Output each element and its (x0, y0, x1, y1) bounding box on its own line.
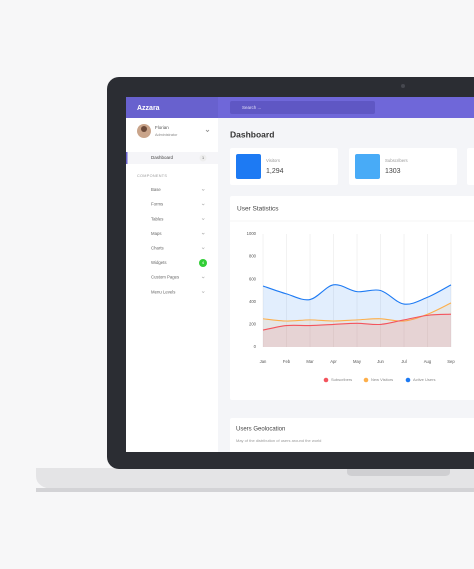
legend-label[interactable]: New Visitors (371, 377, 393, 382)
x-tick-label: Apr (330, 359, 337, 364)
series-area (263, 284, 451, 347)
geo-subtitle: May of the distribution of users around … (236, 438, 321, 443)
menu-chevron (201, 203, 205, 206)
legend-dot[interactable] (405, 377, 411, 383)
y-tick-label: 800 (249, 254, 257, 259)
x-tick-label: Sep (447, 359, 455, 364)
nav-item-bg[interactable] (126, 152, 218, 164)
menu-item[interactable]: Tables (151, 216, 163, 221)
menu-item[interactable]: Menu Levels (151, 289, 175, 294)
x-tick-label: Feb (283, 359, 291, 364)
stat-value: 1303 (385, 168, 401, 175)
stat-icon (355, 154, 380, 179)
chart-title: User Statistics (237, 206, 279, 213)
laptop-base-shadow (36, 488, 474, 492)
series-area (263, 314, 451, 347)
y-tick-label: 600 (249, 276, 257, 281)
series-area (263, 302, 451, 347)
badge-text: 1 (202, 156, 204, 160)
laptop-notch (347, 468, 450, 476)
x-tick-label: Jun (377, 359, 384, 364)
section-label: COMPONENTS (137, 174, 167, 178)
x-tick-label: Aug (424, 359, 432, 364)
x-tick-label: May (353, 359, 362, 364)
menu-chevron (201, 276, 205, 279)
y-tick-label: 400 (249, 299, 257, 304)
y-tick-label: 1000 (247, 231, 257, 236)
bezel-bottom (126, 452, 474, 468)
legend-label[interactable]: Active Users (413, 377, 435, 382)
menu-item[interactable]: Forms (151, 202, 163, 207)
user-role: Administrator (155, 133, 178, 137)
menu-chevron (201, 291, 205, 294)
menu-item[interactable]: Widgets (151, 260, 167, 265)
x-tick-label: Jan (260, 359, 267, 364)
menu-item[interactable]: Base (151, 187, 161, 192)
menu-chevron (201, 232, 205, 235)
nav-active-bar (126, 152, 128, 164)
brand-bar (126, 97, 218, 118)
search-box[interactable] (230, 101, 375, 114)
stat-icon (236, 154, 261, 179)
badge (199, 154, 207, 162)
y-tick-label: 200 (249, 322, 257, 327)
stat-value: 1,294 (266, 168, 284, 175)
badge-text: 4 (202, 260, 205, 265)
legend-label[interactable]: Subscribers (331, 377, 352, 382)
menu-chevron (201, 188, 205, 191)
stat-label: Subscribers (385, 158, 408, 163)
series-line (262, 313, 452, 331)
nav-item: Dashboard (151, 155, 174, 160)
search-placeholder: Search ... (242, 105, 261, 110)
avatar-face (141, 126, 147, 132)
geo-title: Users Geolocation (236, 427, 285, 433)
brand: Azzara (137, 105, 160, 112)
badge (199, 259, 207, 267)
camera (401, 84, 405, 88)
card (467, 148, 474, 185)
legend-dot[interactable] (363, 377, 369, 383)
x-tick-label: Mar (306, 359, 314, 364)
menu-item[interactable]: Custom Pages (151, 275, 179, 280)
geo-card (230, 418, 474, 458)
sidebar (126, 118, 218, 452)
menu-chevron (201, 218, 205, 221)
menu-item[interactable]: Charts (151, 246, 164, 251)
user-chevron[interactable] (205, 129, 210, 133)
menu-chevron (201, 247, 205, 250)
menu-item[interactable]: Maps (151, 231, 162, 236)
legend-dot[interactable] (323, 377, 329, 383)
x-tick-label: Jul (401, 359, 406, 364)
page-title: Dashboard (230, 129, 274, 139)
user-name: Florian (155, 125, 169, 130)
series-line (262, 284, 452, 305)
stat-label: Visitors (266, 158, 280, 163)
y-tick-label: 0 (254, 344, 257, 349)
chart-card (230, 196, 474, 400)
